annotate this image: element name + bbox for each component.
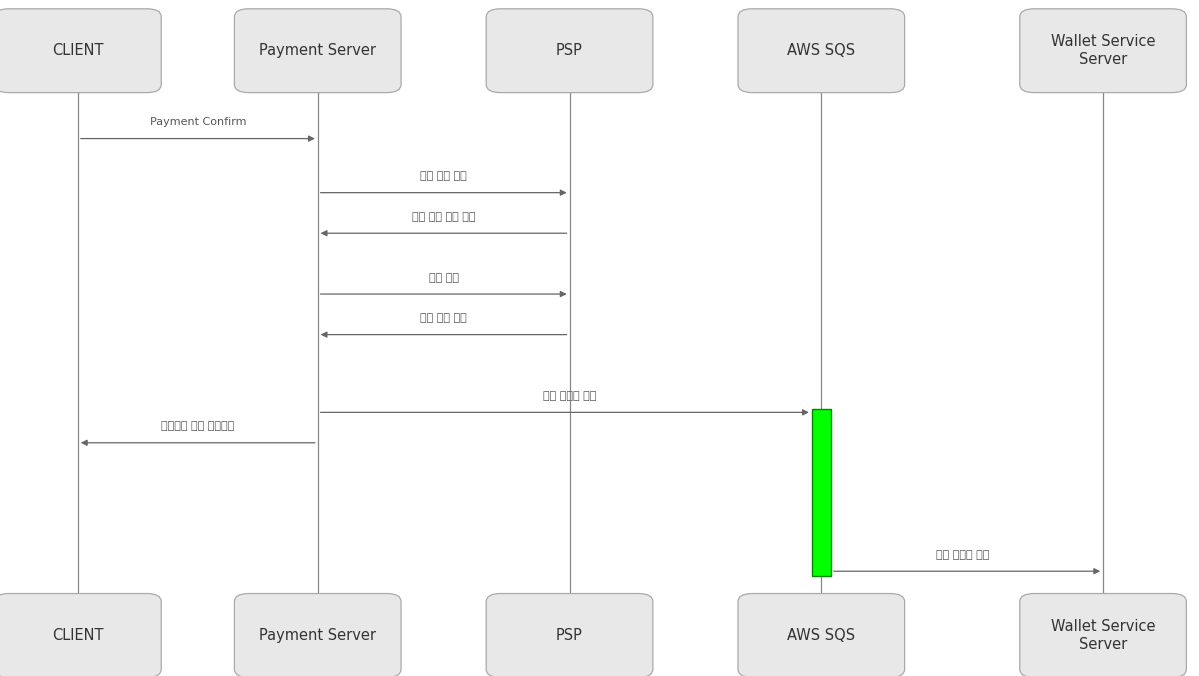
Text: 결제 메시지 전송: 결제 메시지 전송 — [543, 391, 596, 401]
FancyBboxPatch shape — [1019, 9, 1186, 93]
Text: 결제 등록 응답: 결제 등록 응답 — [421, 313, 466, 323]
Text: PSP: PSP — [556, 43, 583, 58]
Text: 정상 시스템 진행: 정상 시스템 진행 — [935, 550, 989, 560]
Text: CLIENT: CLIENT — [53, 43, 103, 58]
Text: CLIENT: CLIENT — [53, 628, 103, 643]
FancyBboxPatch shape — [739, 9, 905, 93]
FancyBboxPatch shape — [235, 594, 400, 676]
FancyBboxPatch shape — [0, 594, 161, 676]
FancyBboxPatch shape — [812, 409, 831, 576]
FancyBboxPatch shape — [486, 594, 652, 676]
Text: AWS SQS: AWS SQS — [788, 43, 855, 58]
Text: 결제 등록: 결제 등록 — [428, 272, 459, 283]
Text: 결제 수단 등록: 결제 수단 등록 — [421, 171, 466, 181]
FancyBboxPatch shape — [486, 9, 652, 93]
Text: Payment Server: Payment Server — [259, 43, 376, 58]
FancyBboxPatch shape — [0, 9, 161, 93]
Text: Wallet Service
Server: Wallet Service Server — [1050, 34, 1156, 68]
FancyBboxPatch shape — [739, 594, 905, 676]
Text: AWS SQS: AWS SQS — [788, 628, 855, 643]
FancyBboxPatch shape — [1019, 594, 1186, 676]
Text: PSP: PSP — [556, 628, 583, 643]
Text: Payment Server: Payment Server — [259, 628, 376, 643]
FancyBboxPatch shape — [235, 9, 400, 93]
Text: Wallet Service
Server: Wallet Service Server — [1050, 619, 1156, 652]
Text: Payment Confirm: Payment Confirm — [150, 117, 246, 127]
Text: 결제 수단 등록 응답: 결제 수단 등록 응답 — [412, 212, 475, 222]
Text: 고객에게 결제 결과응답: 고객에게 결제 결과응답 — [161, 421, 235, 431]
